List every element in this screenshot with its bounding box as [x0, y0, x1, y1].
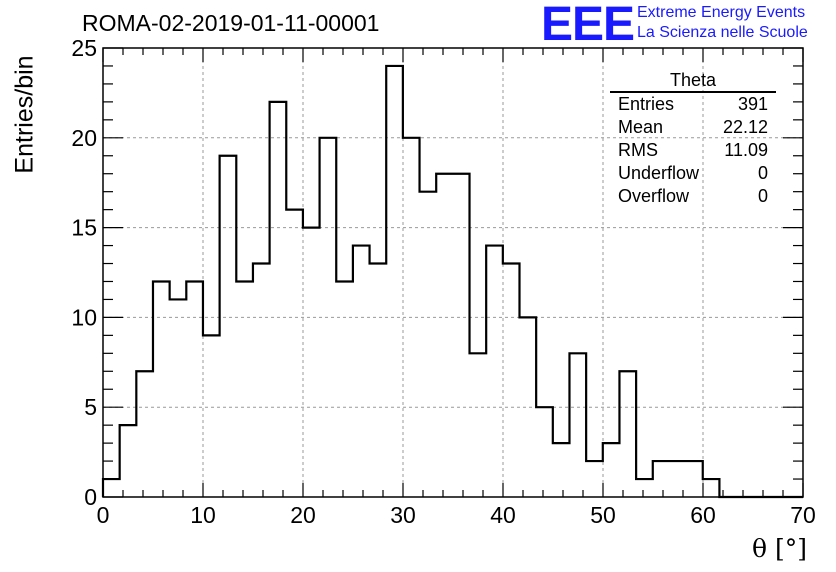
- stats-label: RMS: [618, 140, 658, 160]
- stats-box: Theta Entries 391 Mean 22.12 RMS 11.09 U…: [610, 70, 776, 208]
- stats-label: Overflow: [618, 186, 690, 206]
- x-tick-label: 40: [490, 502, 516, 528]
- logo-line-1: Extreme Energy Events: [637, 4, 806, 21]
- x-tick-labels: 0 10 20 30 40 50 60 70: [97, 502, 816, 528]
- plot-frame: [102, 47, 804, 498]
- y-tick-label: 25: [71, 35, 97, 61]
- logo-line-2: La Scienza nelle Scuole: [637, 24, 808, 41]
- x-tick-label: 30: [390, 502, 416, 528]
- chart-title: ROMA-02-2019-01-11-00001: [82, 10, 380, 36]
- stats-label: Entries: [618, 94, 675, 114]
- stats-row-underflow: Underflow 0: [610, 162, 776, 185]
- y-tick-label: 15: [71, 215, 97, 241]
- stats-value: 22.12: [722, 117, 768, 137]
- x-tick-label: 0: [97, 502, 110, 528]
- x-tick-label: 10: [190, 502, 216, 528]
- y-tick-label: 20: [71, 125, 97, 151]
- stats-value: 11.09: [724, 140, 768, 160]
- y-tick-labels: 0 5 10 15 20 25: [71, 35, 97, 510]
- stats-label: Underflow: [618, 163, 700, 183]
- stats-row-mean: Mean 22.12: [610, 116, 776, 139]
- y-tick-label: 0: [84, 484, 97, 510]
- x-tick-label: 70: [790, 502, 816, 528]
- stats-value: 0: [757, 163, 768, 183]
- x-tick-label: 20: [290, 502, 316, 528]
- stats-value: 0: [757, 186, 768, 206]
- axis-ticks: [102, 47, 804, 498]
- stats-row-rms: RMS 11.09: [610, 139, 776, 162]
- stats-title: Theta: [610, 70, 776, 93]
- x-tick-label: 60: [690, 502, 716, 528]
- y-tick-label: 10: [71, 304, 97, 330]
- stats-row-entries: Entries 391: [610, 93, 776, 116]
- eee-logo: EEE: [541, 0, 635, 51]
- stats-value: 391: [737, 94, 768, 114]
- x-axis-label: θ [°]: [752, 534, 808, 563]
- x-tick-label: 50: [590, 502, 616, 528]
- histogram-line: [101, 64, 803, 499]
- stats-row-overflow: Overflow 0: [610, 185, 776, 208]
- y-tick-label: 5: [84, 394, 97, 420]
- y-axis-label: Entries/bin: [10, 55, 39, 174]
- stats-label: Mean: [618, 117, 664, 137]
